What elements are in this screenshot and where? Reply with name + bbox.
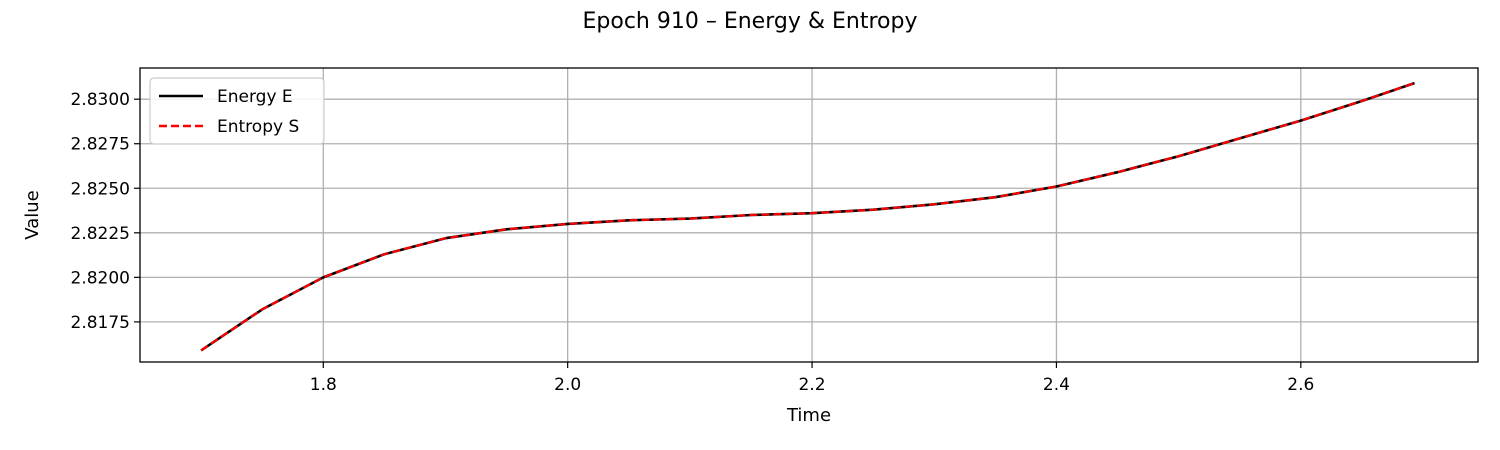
- x-tick-label: 2.6: [1287, 375, 1314, 395]
- series-group: [200, 81, 1415, 352]
- x-tick-label: 1.8: [310, 375, 337, 395]
- y-tick-label: 2.8175: [71, 313, 130, 333]
- x-tick-label: 2.2: [799, 375, 826, 395]
- ticks: 1.8 2.0 2.2 2.4 2.6 2.8175 2.8200 2.8225 2.8250 2…: [71, 90, 1315, 395]
- legend: Energy E Entropy S: [149, 77, 325, 145]
- y-tick-label: 2.8200: [71, 268, 130, 288]
- chart-title: Epoch 910 – Energy & Entropy: [583, 9, 918, 34]
- legend-box: [149, 77, 325, 145]
- y-tick-label: 2.8275: [71, 135, 130, 155]
- x-tick-label: 2.4: [1043, 375, 1070, 395]
- legend-label-1: Entropy S: [217, 117, 299, 137]
- x-axis-label: Time: [786, 405, 831, 426]
- y-tick-label: 2.8225: [71, 224, 130, 244]
- series-line-0: [200, 81, 1415, 352]
- grid: [140, 68, 1478, 362]
- y-axis-label: Value: [22, 190, 43, 239]
- y-tick-label: 2.8250: [71, 179, 130, 199]
- legend-label-0: Energy E: [217, 87, 293, 107]
- series-line-1: [200, 82, 1415, 352]
- y-tick-label: 2.8300: [71, 90, 130, 110]
- x-tick-label: 2.0: [554, 375, 581, 395]
- plot-frame: [139, 67, 1479, 363]
